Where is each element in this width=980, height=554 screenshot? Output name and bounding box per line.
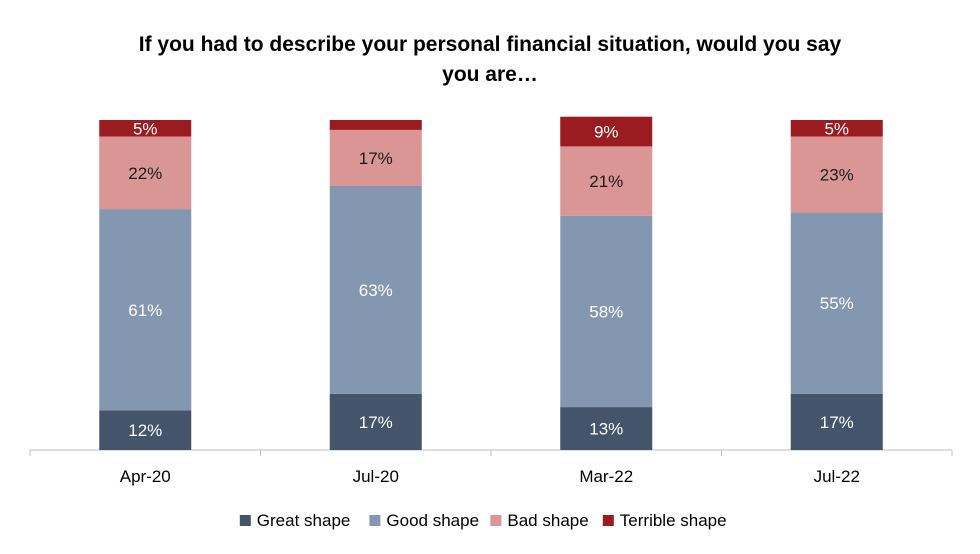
- bar-segment-terrible-shape: [99, 120, 192, 137]
- x-tick-label: Jul-20: [353, 467, 399, 486]
- bar-segment-bad-shape: [560, 146, 653, 216]
- x-tick-label: Mar-22: [579, 467, 633, 486]
- data-label-good-shape: 61%: [128, 301, 162, 320]
- legend-label: Great shape: [257, 511, 351, 530]
- data-label-great-shape: 12%: [128, 421, 162, 440]
- legend-swatch: [369, 515, 381, 526]
- data-label-bad-shape: 23%: [820, 165, 854, 184]
- bar-segment-great-shape: [99, 410, 192, 450]
- legend-swatch: [602, 515, 614, 526]
- legend-item-terrible-shape: Terrible shape: [602, 511, 727, 530]
- data-label-bad-shape: 22%: [128, 164, 162, 183]
- data-label-great-shape: 13%: [589, 420, 623, 439]
- bar-segment-bad-shape: [790, 136, 883, 213]
- bar-segment-terrible-shape: [790, 120, 883, 137]
- bar-segment-good-shape: [99, 209, 192, 411]
- chart-title: If you had to describe your personal fin…: [138, 33, 842, 86]
- data-label-great-shape: 17%: [359, 413, 393, 432]
- data-label-good-shape: 63%: [359, 281, 393, 300]
- bar-segment-good-shape: [329, 186, 422, 394]
- bar-segment-bad-shape: [99, 136, 192, 210]
- bar-segment-good-shape: [790, 212, 883, 394]
- legend-swatch: [490, 515, 502, 526]
- data-label-bad-shape: 17%: [359, 149, 393, 168]
- data-label-good-shape: 55%: [820, 294, 854, 313]
- data-label-terrible-shape: 5%: [824, 119, 849, 138]
- bar-segment-terrible-shape: [560, 116, 653, 147]
- bar-segment-good-shape: [560, 215, 653, 408]
- legend-label: Good shape: [386, 511, 479, 530]
- legend-item-great-shape: Great shape: [239, 511, 351, 530]
- legend-item-good-shape: Good shape: [369, 511, 479, 530]
- bar-segment-great-shape: [790, 393, 883, 450]
- legend-label: Terrible shape: [620, 511, 727, 530]
- data-label-terrible-shape: 9%: [594, 123, 619, 142]
- data-label-bad-shape: 21%: [589, 172, 623, 191]
- bar-segment-great-shape: [560, 407, 653, 450]
- x-tick-label: Jul-22: [814, 467, 860, 486]
- legend-item-bad-shape: Bad shape: [490, 511, 589, 530]
- bar-segment-terrible-shape: [329, 120, 422, 130]
- bar-segment-bad-shape: [329, 129, 422, 186]
- data-label-terrible-shape: 5%: [133, 119, 158, 138]
- legend-swatch: [239, 515, 251, 526]
- bar-segment-great-shape: [329, 393, 422, 450]
- data-label-great-shape: 17%: [820, 413, 854, 432]
- legend-label: Bad shape: [507, 511, 588, 530]
- data-label-good-shape: 58%: [589, 302, 623, 321]
- x-tick-label: Apr-20: [120, 467, 171, 486]
